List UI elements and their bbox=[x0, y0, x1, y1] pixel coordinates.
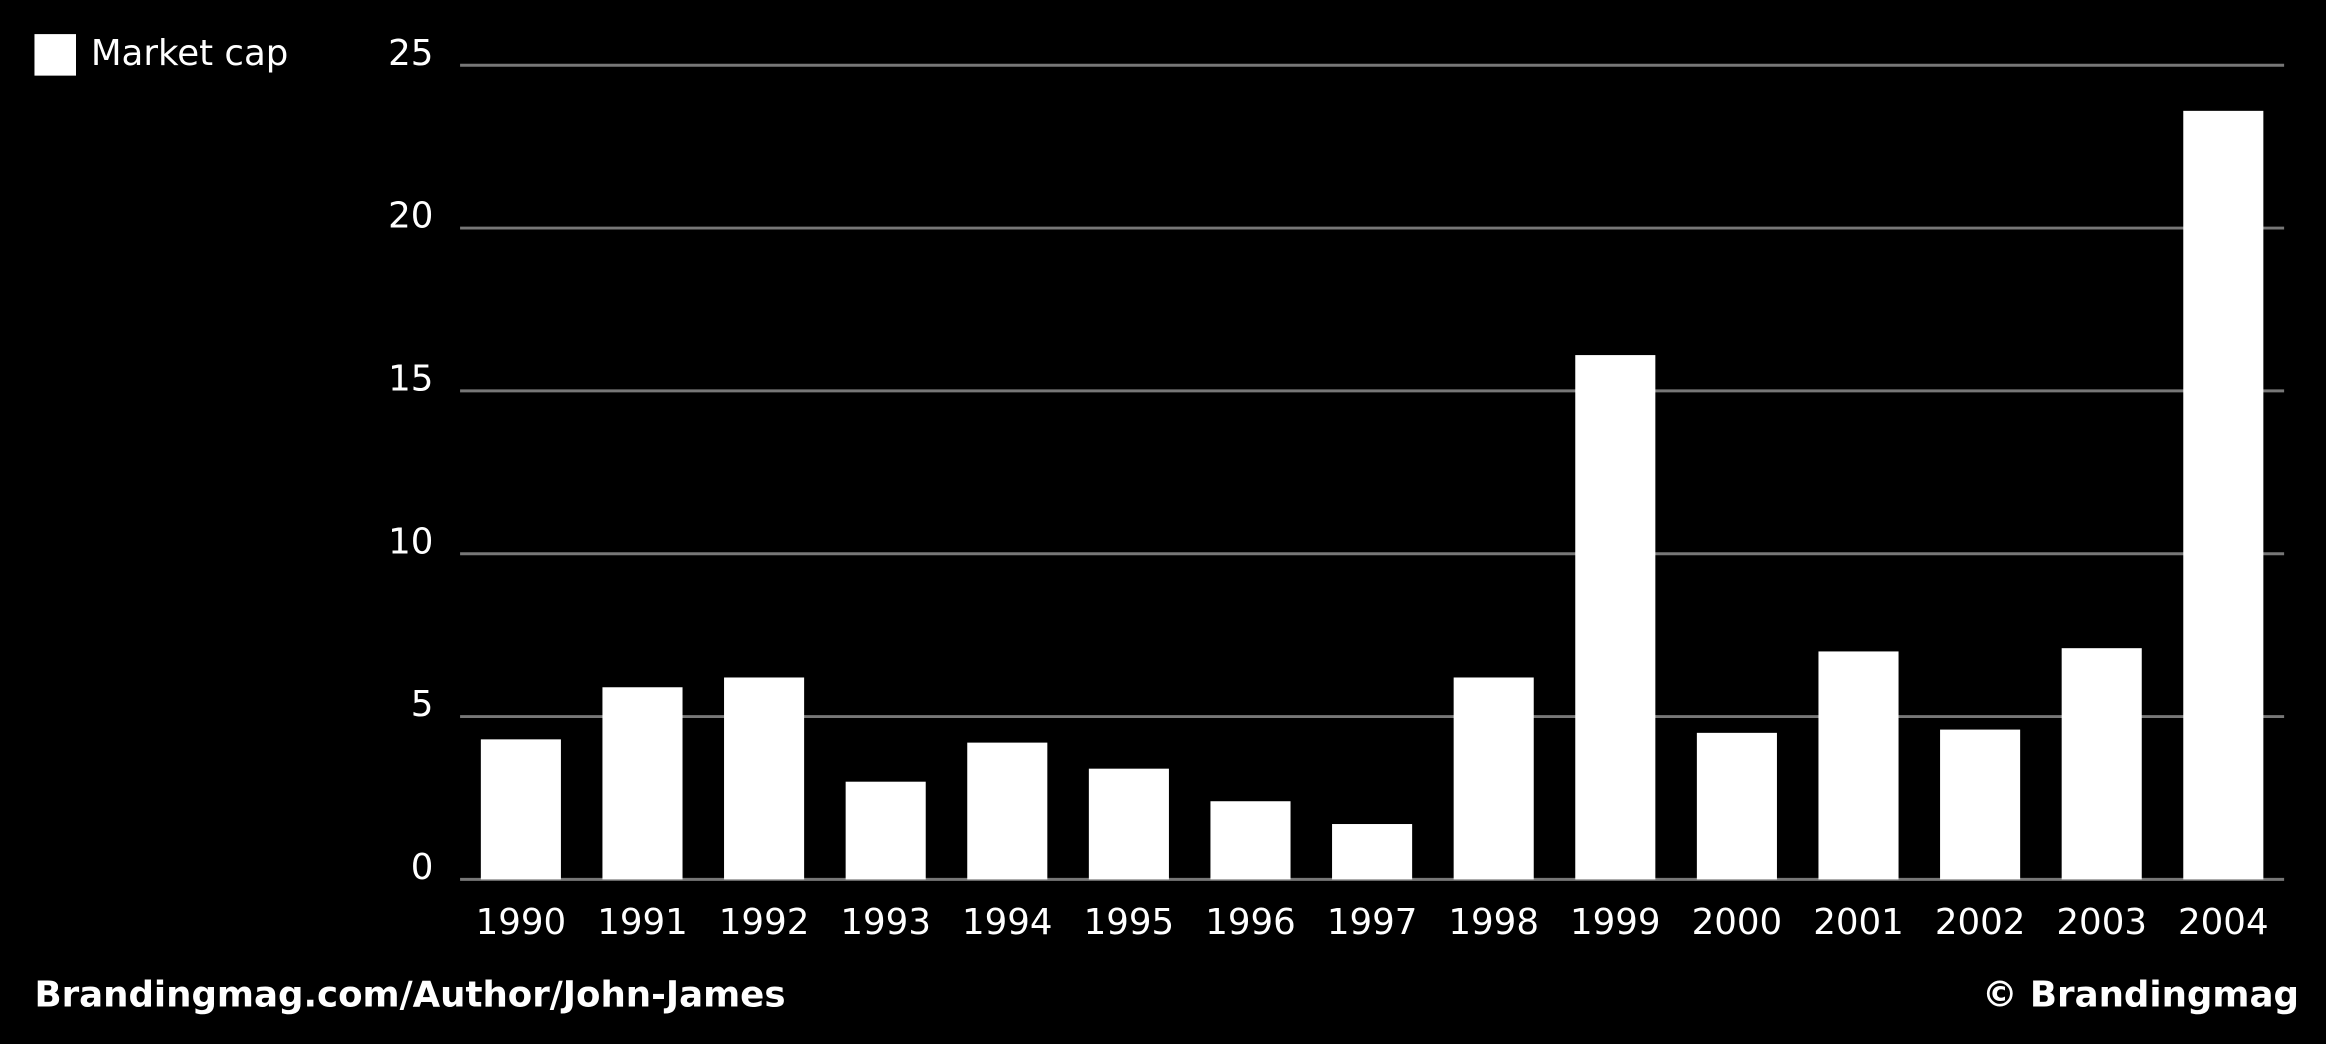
legend-swatch bbox=[34, 34, 76, 76]
bar bbox=[1696, 732, 1777, 880]
x-tick-label: 1994 bbox=[962, 902, 1053, 943]
bar bbox=[967, 742, 1048, 880]
x-tick-label: 1999 bbox=[1570, 902, 1661, 943]
bar bbox=[1818, 651, 1899, 880]
x-tick-label: 1993 bbox=[840, 902, 931, 943]
x-tick-label: 1995 bbox=[1084, 902, 1175, 943]
bar bbox=[845, 781, 926, 880]
x-tick-label: 1992 bbox=[719, 902, 810, 943]
source: Brandingmag.com/Author/John-James bbox=[34, 975, 785, 1016]
x-tick-label: 1997 bbox=[1327, 902, 1418, 943]
x-tick-label: 1990 bbox=[476, 902, 567, 943]
legend-label: Market cap bbox=[91, 33, 289, 74]
y-tick-label: 10 bbox=[388, 521, 433, 562]
x-tick-label: 2001 bbox=[1813, 902, 1904, 943]
bar bbox=[724, 677, 805, 880]
bar bbox=[480, 739, 561, 880]
x-tick-label: 1998 bbox=[1448, 902, 1539, 943]
x-tick-label: 2000 bbox=[1692, 902, 1783, 943]
y-tick-label: 20 bbox=[388, 196, 433, 237]
bar bbox=[1453, 677, 1534, 880]
bar bbox=[2061, 648, 2142, 880]
y-tick-label: 15 bbox=[388, 359, 433, 400]
bar bbox=[2183, 110, 2264, 880]
bar bbox=[1088, 768, 1169, 880]
y-tick-label: 0 bbox=[411, 847, 434, 888]
bar bbox=[602, 687, 683, 880]
x-tick-label: 2003 bbox=[2056, 902, 2147, 943]
x-tick-label: 2002 bbox=[1935, 902, 2026, 943]
bar bbox=[1210, 801, 1291, 880]
bar bbox=[1940, 729, 2021, 880]
bar bbox=[1575, 355, 1656, 880]
bar bbox=[1332, 824, 1413, 880]
y-tick-label: 5 bbox=[411, 684, 434, 725]
credit: © Brandingmag bbox=[1982, 975, 2299, 1016]
y-tick-label: 25 bbox=[388, 33, 433, 74]
x-tick-label: 1991 bbox=[597, 902, 688, 943]
x-tick-label: 2004 bbox=[2178, 902, 2269, 943]
x-tick-label: 1996 bbox=[1205, 902, 1296, 943]
